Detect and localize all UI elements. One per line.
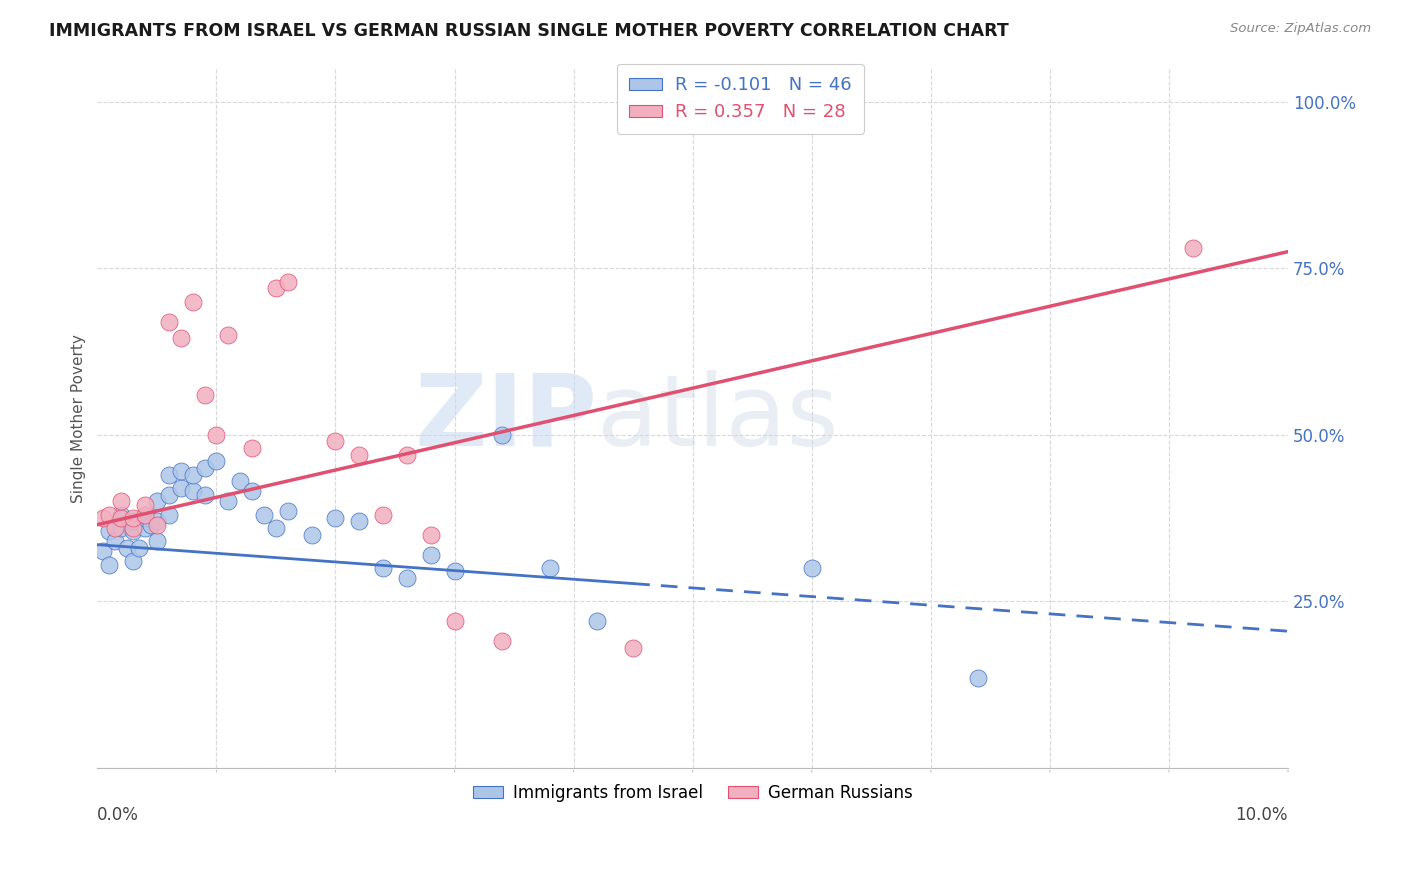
Point: [146, 534, 169, 549]
Point: [157, 508, 180, 522]
Point: [110, 494, 132, 508]
Point: [277, 504, 299, 518]
Point: [217, 327, 239, 342]
Point: [1181, 241, 1204, 255]
Point: [146, 517, 169, 532]
Point: [264, 281, 287, 295]
Point: [110, 511, 132, 525]
Legend: Immigrants from Israel, German Russians: Immigrants from Israel, German Russians: [467, 777, 920, 808]
Point: [146, 514, 169, 528]
Text: IMMIGRANTS FROM ISRAEL VS GERMAN RUSSIAN SINGLE MOTHER POVERTY CORRELATION CHART: IMMIGRANTS FROM ISRAEL VS GERMAN RUSSIAN…: [49, 22, 1010, 40]
Point: [134, 508, 156, 522]
Point: [395, 571, 418, 585]
Point: [586, 614, 609, 628]
Point: [240, 484, 263, 499]
Text: 0.0%: 0.0%: [97, 806, 139, 824]
Point: [325, 434, 347, 449]
Point: [371, 561, 394, 575]
Point: [181, 484, 204, 499]
Point: [104, 521, 127, 535]
Point: [538, 561, 561, 575]
Point: [253, 508, 276, 522]
Point: [98, 524, 121, 539]
Point: [134, 498, 156, 512]
Point: [181, 467, 204, 482]
Point: [170, 464, 193, 478]
Point: [122, 514, 145, 528]
Point: [349, 448, 371, 462]
Point: [301, 527, 323, 541]
Point: [134, 511, 156, 525]
Point: [157, 467, 180, 482]
Point: [122, 524, 145, 539]
Point: [139, 517, 162, 532]
Point: [122, 521, 145, 535]
Point: [229, 475, 252, 489]
Point: [128, 541, 150, 555]
Point: [193, 461, 215, 475]
Point: [110, 521, 132, 535]
Y-axis label: Single Mother Poverty: Single Mother Poverty: [72, 334, 86, 502]
Point: [419, 527, 441, 541]
Point: [157, 488, 180, 502]
Point: [134, 521, 156, 535]
Point: [110, 508, 132, 522]
Point: [205, 454, 228, 468]
Point: [443, 564, 465, 578]
Point: [122, 554, 145, 568]
Text: ZIP: ZIP: [415, 369, 598, 467]
Point: [800, 561, 823, 575]
Point: [170, 481, 193, 495]
Point: [967, 671, 990, 685]
Point: [264, 521, 287, 535]
Point: [193, 488, 215, 502]
Point: [193, 388, 215, 402]
Point: [371, 508, 394, 522]
Point: [115, 541, 138, 555]
Point: [349, 514, 371, 528]
Text: Source: ZipAtlas.com: Source: ZipAtlas.com: [1230, 22, 1371, 36]
Point: [157, 314, 180, 328]
Point: [491, 427, 513, 442]
Point: [491, 634, 513, 648]
Point: [217, 494, 239, 508]
Text: atlas: atlas: [598, 369, 839, 467]
Point: [621, 640, 644, 655]
Point: [104, 534, 127, 549]
Point: [277, 275, 299, 289]
Text: 10.0%: 10.0%: [1236, 806, 1288, 824]
Point: [134, 508, 156, 522]
Point: [98, 558, 121, 572]
Point: [91, 544, 114, 558]
Point: [98, 508, 121, 522]
Point: [122, 511, 145, 525]
Point: [419, 548, 441, 562]
Point: [325, 511, 347, 525]
Point: [240, 441, 263, 455]
Point: [181, 294, 204, 309]
Point: [205, 427, 228, 442]
Point: [395, 448, 418, 462]
Point: [443, 614, 465, 628]
Point: [91, 511, 114, 525]
Point: [170, 331, 193, 345]
Point: [146, 494, 169, 508]
